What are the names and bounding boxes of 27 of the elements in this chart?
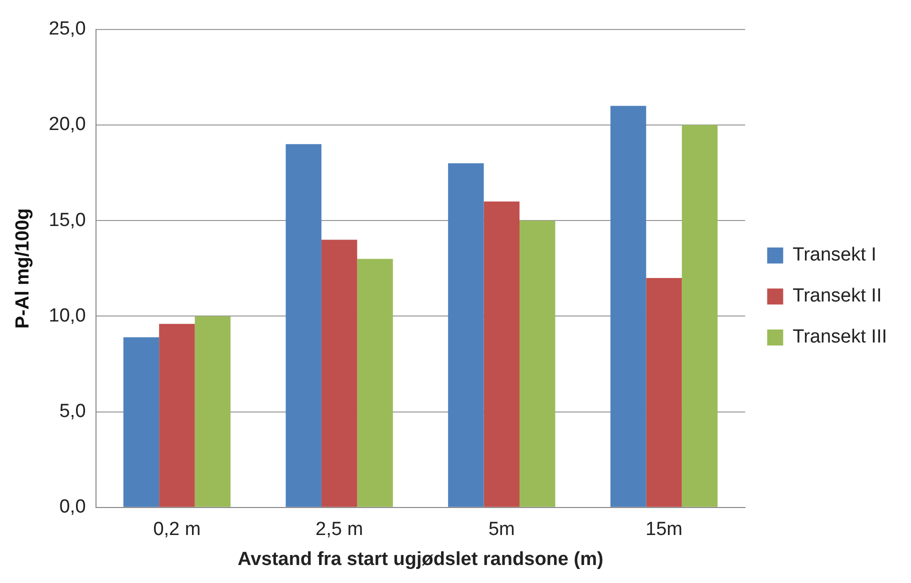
bar	[194, 316, 231, 507]
bar	[159, 324, 195, 507]
bar	[286, 144, 322, 507]
y-tick-label: 15,0	[48, 210, 86, 231]
y-tick-label: 10,0	[48, 305, 86, 326]
x-tick-label: 5m	[488, 519, 515, 540]
legend-label: Transekt III	[792, 326, 888, 348]
legend-label: Transekt I	[792, 244, 876, 266]
x-axis-title: Avstand fra start ugjødslet randsone (m)	[238, 548, 604, 570]
bar	[123, 337, 160, 507]
bar	[448, 163, 484, 507]
y-axis-title: P-Al mg/100g	[12, 208, 34, 329]
bar	[682, 125, 718, 507]
x-tick-label: 0,2 m	[153, 519, 201, 540]
y-tick-label: 0,0	[59, 496, 86, 518]
legend-label: Transekt II	[792, 286, 882, 307]
x-tick-label: 2,5 m	[316, 519, 364, 540]
bar	[321, 240, 358, 507]
bar	[646, 278, 682, 507]
bar	[484, 201, 520, 507]
bar	[520, 220, 556, 507]
bar	[357, 258, 393, 507]
x-tick-label: 15m	[646, 519, 682, 540]
y-tick-label: 20,0	[48, 114, 86, 136]
bar	[610, 106, 646, 507]
y-tick-label: 25,0	[48, 18, 86, 40]
y-tick-label: 5,0	[59, 401, 86, 422]
